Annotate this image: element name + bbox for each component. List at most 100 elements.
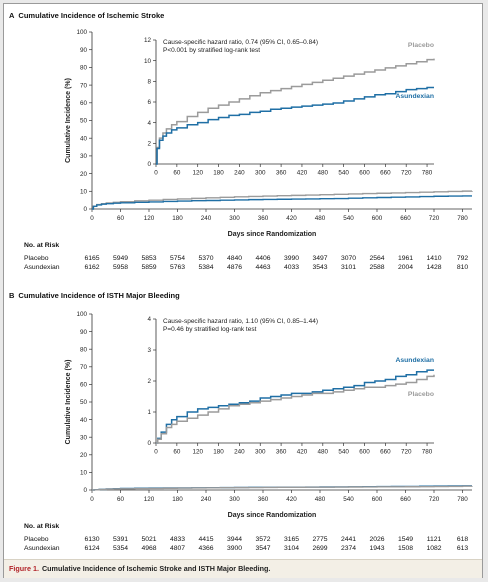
inset-series-line-asundexian (156, 86, 434, 165)
inset-y-tick-label: 10 (144, 58, 152, 65)
risk-value: 4876 (226, 264, 243, 271)
x-tick-label: 300 (229, 215, 240, 222)
risk-row-label: Asundexian (24, 545, 60, 552)
panel-b-title-text: Cumulative Incidence of ISTH Major Bleed… (18, 291, 180, 300)
x-tick-label: 120 (144, 496, 155, 503)
y-tick-label: 90 (80, 329, 88, 336)
inset-x-tick-label: 240 (234, 449, 245, 456)
x-tick-label: 660 (400, 496, 411, 503)
risk-value: 6162 (84, 264, 100, 271)
x-tick-label: 540 (343, 496, 354, 503)
inset-x-tick-label: 360 (276, 170, 287, 177)
x-tick-label: 780 (457, 496, 468, 503)
x-tick-label: 720 (429, 215, 440, 222)
y-axis-label: Cumulative Incidence (%) (65, 360, 72, 445)
risk-value: 1121 (426, 536, 442, 543)
inset-x-tick-label: 540 (338, 449, 349, 456)
risk-value: 6130 (84, 536, 100, 543)
risk-value: 4366 (198, 545, 214, 552)
caption-body: Cumulative Incidence of Ischemic Stroke … (41, 564, 271, 573)
y-tick-label: 100 (76, 311, 87, 318)
series-line-placebo (92, 485, 473, 491)
inset-y-tick-label: 3 (147, 347, 151, 354)
series-label-placebo: Placebo (408, 42, 434, 49)
x-tick-label: 360 (258, 215, 269, 222)
y-tick-label: 90 (80, 47, 88, 54)
series-label-asundexian: Asundexian (395, 93, 434, 100)
risk-value: 3547 (255, 545, 271, 552)
risk-value: 3497 (312, 255, 328, 262)
series-label-placebo: Placebo (408, 391, 434, 398)
inset-background (138, 34, 442, 178)
risk-value: 4415 (198, 536, 214, 543)
y-tick-label: 60 (80, 382, 88, 389)
inset-x-tick-label: 720 (401, 170, 412, 177)
x-tick-label: 180 (172, 215, 183, 222)
risk-value: 5021 (141, 536, 157, 543)
risk-value: 5391 (112, 536, 129, 543)
y-tick-label: 30 (80, 434, 88, 441)
inset-x-tick-label: 720 (401, 449, 412, 456)
risk-value: 3900 (226, 545, 243, 552)
inset-y-tick-label: 0 (147, 161, 151, 168)
y-axis-label: Cumulative Incidence (%) (65, 78, 72, 163)
x-tick-label: 480 (315, 215, 326, 222)
x-tick-label: 780 (457, 215, 468, 222)
panel-a-letter: A (9, 11, 15, 20)
inset-x-tick-label: 300 (255, 449, 266, 456)
risk-value: 2775 (312, 536, 328, 543)
y-tick-label: 10 (80, 470, 88, 477)
panel-a-title: A Cumulative Incidence of Ischemic Stroke (9, 11, 164, 20)
y-tick-label: 70 (80, 364, 88, 371)
inset-x-tick-label: 0 (154, 170, 158, 177)
risk-value: 2004 (397, 264, 414, 271)
y-tick-label: 40 (80, 135, 88, 142)
risk-value: 1549 (397, 536, 414, 543)
x-tick-label: 720 (429, 496, 440, 503)
risk-table-header: No. at Risk (24, 523, 60, 530)
risk-value: 3944 (226, 536, 243, 543)
y-tick-label: 20 (80, 452, 88, 459)
inset-x-tick-label: 0 (154, 449, 158, 456)
inset-y-tick-label: 1 (147, 409, 151, 416)
inset-x-tick-label: 600 (359, 170, 370, 177)
y-tick-label: 50 (80, 118, 88, 125)
inset-annotation-line: Cause-specific hazard ratio, 1.10 (95% C… (163, 318, 318, 325)
figure-caption: Figure 1. Cumulative Incidence of Ischemi… (4, 559, 482, 578)
risk-value: 6165 (84, 255, 100, 262)
panel-b-letter: B (9, 291, 15, 300)
caption-text: Figure 1. Cumulative Incidence of Ischemi… (9, 564, 270, 573)
x-tick-label: 60 (117, 496, 125, 503)
risk-value: 3543 (312, 264, 328, 271)
x-tick-label: 0 (90, 215, 94, 222)
y-tick-label: 60 (80, 100, 88, 107)
risk-value: 3101 (340, 264, 357, 271)
y-tick-label: 20 (80, 171, 88, 178)
x-tick-label: 120 (144, 215, 155, 222)
inset-x-tick-label: 180 (213, 449, 224, 456)
risk-value: 5958 (112, 264, 129, 271)
risk-value: 5354 (112, 545, 129, 552)
inset-x-tick-label: 240 (234, 170, 245, 177)
risk-value: 5853 (141, 255, 157, 262)
risk-value: 1082 (426, 545, 442, 552)
series-line-placebo (92, 190, 473, 210)
risk-value: 6124 (84, 545, 100, 552)
inset-x-tick-label: 420 (297, 170, 308, 177)
y-tick-label: 0 (83, 487, 87, 494)
inset-x-tick-label: 780 (422, 170, 433, 177)
risk-value: 3070 (340, 255, 357, 262)
risk-value: 618 (456, 536, 469, 543)
y-tick-label: 70 (80, 82, 88, 89)
panel-a-title-text: Cumulative Incidence of Ischemic Stroke (18, 11, 165, 20)
inset-x-tick-label: 420 (297, 449, 308, 456)
inset-x-tick-label: 540 (338, 170, 349, 177)
risk-value: 5754 (169, 255, 186, 262)
risk-value: 5384 (198, 264, 214, 271)
y-tick-label: 10 (80, 189, 88, 196)
risk-row-label: Asundexian (24, 264, 60, 271)
risk-value: 4968 (141, 545, 157, 552)
risk-value: 2699 (312, 545, 328, 552)
